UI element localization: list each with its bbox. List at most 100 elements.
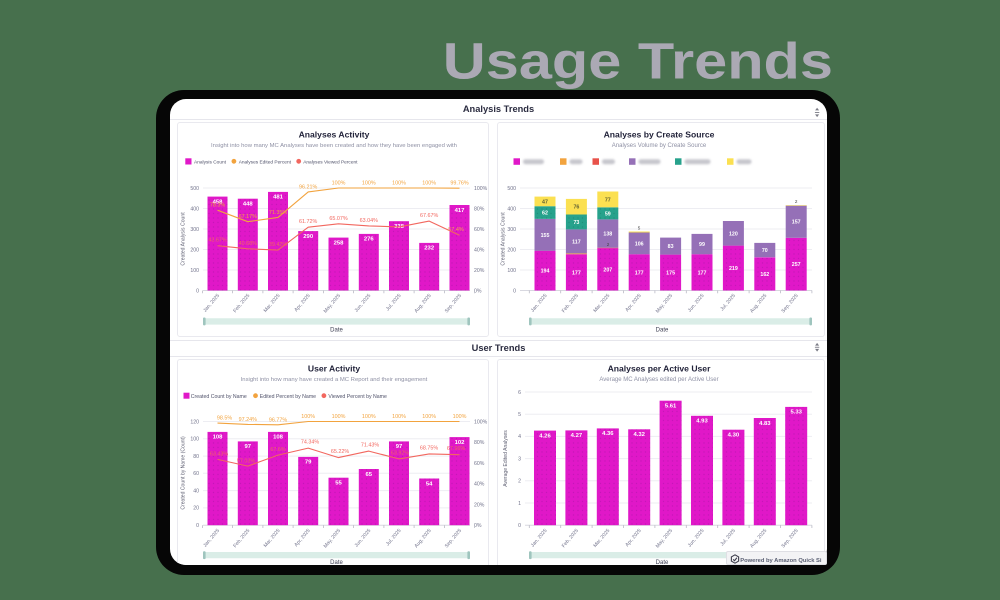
svg-text:117: 117 [572, 239, 581, 245]
svg-text:300: 300 [507, 227, 516, 233]
svg-text:Created Analysis Count: Created Analysis Count [181, 212, 187, 266]
svg-text:100%: 100% [422, 181, 436, 187]
svg-text:100: 100 [190, 268, 199, 274]
svg-text:Edited Percent by Name: Edited Percent by Name [260, 394, 316, 400]
svg-text:106: 106 [635, 241, 644, 247]
svg-text:60: 60 [193, 471, 199, 477]
svg-text:5.33: 5.33 [790, 410, 802, 416]
svg-text:98.5%: 98.5% [217, 416, 232, 422]
svg-text:108: 108 [213, 435, 224, 441]
svg-text:May, 2025: May, 2025 [323, 293, 343, 315]
svg-text:276: 276 [364, 237, 375, 243]
svg-text:Mar, 2025: Mar, 2025 [592, 528, 611, 549]
svg-text:74.34%: 74.34% [301, 440, 319, 446]
svg-text:290: 290 [303, 234, 314, 240]
svg-text:Jan, 2025: Jan, 2025 [202, 293, 221, 314]
svg-text:100%: 100% [301, 414, 315, 420]
svg-text:Aug, 2025: Aug, 2025 [749, 293, 768, 314]
svg-text:Mar, 2025: Mar, 2025 [263, 293, 282, 314]
svg-text:78.3%: 78.3% [210, 203, 225, 209]
svg-text:73: 73 [573, 220, 579, 226]
svg-text:100%: 100% [362, 414, 376, 420]
svg-text:Analyses Viewed Percent: Analyses Viewed Percent [303, 159, 358, 165]
svg-text:4: 4 [518, 434, 521, 440]
svg-text:Jan, 2025: Jan, 2025 [530, 293, 549, 314]
svg-text:4.32: 4.32 [633, 432, 645, 438]
svg-text:0: 0 [518, 523, 521, 529]
svg-text:177: 177 [635, 270, 644, 276]
svg-text:70: 70 [762, 248, 768, 254]
svg-text:Analyses Volume by Create Sour: Analyses Volume by Create Source [612, 143, 707, 149]
svg-text:Viewed Percent by Name: Viewed Percent by Name [328, 394, 387, 400]
svg-text:Created Count by Name: Created Count by Name [191, 394, 247, 400]
svg-text:1: 1 [518, 501, 521, 507]
svg-text:Feb, 2025: Feb, 2025 [561, 293, 580, 314]
svg-text:155: 155 [541, 233, 550, 239]
svg-text:102: 102 [455, 440, 466, 446]
svg-text:200: 200 [507, 247, 516, 253]
svg-text:60%: 60% [474, 461, 485, 467]
svg-text:Jul, 2025: Jul, 2025 [385, 293, 403, 313]
svg-text:0%: 0% [474, 523, 482, 529]
svg-text:100%: 100% [332, 181, 346, 187]
svg-text:40%: 40% [474, 482, 485, 488]
svg-text:Aug, 2025: Aug, 2025 [413, 293, 432, 314]
svg-text:80: 80 [193, 454, 199, 460]
svg-text:100%: 100% [474, 419, 488, 425]
svg-text:54: 54 [426, 481, 433, 487]
svg-text:Average Edited Analyses: Average Edited Analyses [503, 430, 509, 487]
svg-text:100%: 100% [474, 186, 488, 192]
svg-text:Aug, 2025: Aug, 2025 [749, 528, 768, 549]
svg-text:4.26: 4.26 [539, 433, 551, 439]
svg-text:Analyses Activity: Analyses Activity [299, 130, 370, 140]
svg-text:62: 62 [542, 211, 548, 217]
svg-text:2: 2 [795, 199, 798, 204]
svg-text:2: 2 [607, 242, 610, 247]
svg-text:57.03%: 57.03% [237, 459, 255, 465]
svg-text:User Activity: User Activity [308, 364, 360, 374]
svg-text:417: 417 [455, 208, 466, 214]
svg-text:Sep, 2025: Sep, 2025 [780, 528, 799, 549]
svg-text:232: 232 [424, 246, 435, 252]
svg-text:68.75%: 68.75% [420, 445, 438, 451]
svg-text:Apr, 2025: Apr, 2025 [624, 528, 642, 548]
svg-text:4.36: 4.36 [602, 431, 614, 437]
svg-text:500: 500 [190, 186, 199, 192]
svg-text:Analysis Count: Analysis Count [194, 159, 227, 165]
svg-text:Insight into how many have cre: Insight into how many have created a MC … [241, 377, 428, 383]
svg-text:May, 2025: May, 2025 [655, 528, 675, 550]
svg-text:Created Count by Name (Count): Created Count by Name (Count) [181, 436, 187, 510]
svg-text:481: 481 [273, 195, 284, 201]
svg-text:300: 300 [190, 227, 199, 233]
svg-text:5: 5 [518, 412, 521, 418]
svg-text:59: 59 [605, 211, 611, 217]
svg-text:39.42%: 39.42% [269, 242, 287, 248]
svg-text:Analyses Edited Percent: Analyses Edited Percent [239, 159, 292, 165]
svg-text:458: 458 [213, 199, 224, 205]
svg-text:Jan, 2025: Jan, 2025 [202, 528, 221, 549]
svg-text:177: 177 [698, 270, 707, 276]
svg-text:100: 100 [190, 437, 199, 443]
svg-text:194: 194 [541, 269, 550, 275]
svg-text:2: 2 [518, 479, 521, 485]
svg-text:4.83: 4.83 [759, 421, 771, 427]
svg-text:219: 219 [729, 266, 738, 272]
svg-text:Created Analysis Count: Created Analysis Count [501, 212, 507, 266]
svg-text:80%: 80% [474, 440, 485, 446]
svg-text:63.92%: 63.92% [391, 450, 409, 456]
svg-text:55: 55 [335, 481, 342, 487]
svg-text:3: 3 [518, 456, 521, 462]
svg-text:May, 2025: May, 2025 [655, 293, 675, 315]
svg-text:448: 448 [243, 202, 254, 208]
svg-text:60%: 60% [474, 227, 485, 233]
svg-text:Analyses per Active User: Analyses per Active User [608, 364, 712, 374]
svg-text:79: 79 [305, 460, 312, 466]
svg-text:100: 100 [507, 268, 516, 274]
svg-text:65: 65 [366, 472, 373, 478]
svg-text:Date: Date [330, 560, 343, 566]
svg-text:4.93: 4.93 [696, 419, 708, 425]
svg-text:Sep, 2025: Sep, 2025 [780, 293, 799, 314]
svg-text:Date: Date [656, 328, 669, 334]
svg-text:Jun, 2025: Jun, 2025 [354, 293, 373, 314]
svg-text:500: 500 [507, 186, 516, 192]
